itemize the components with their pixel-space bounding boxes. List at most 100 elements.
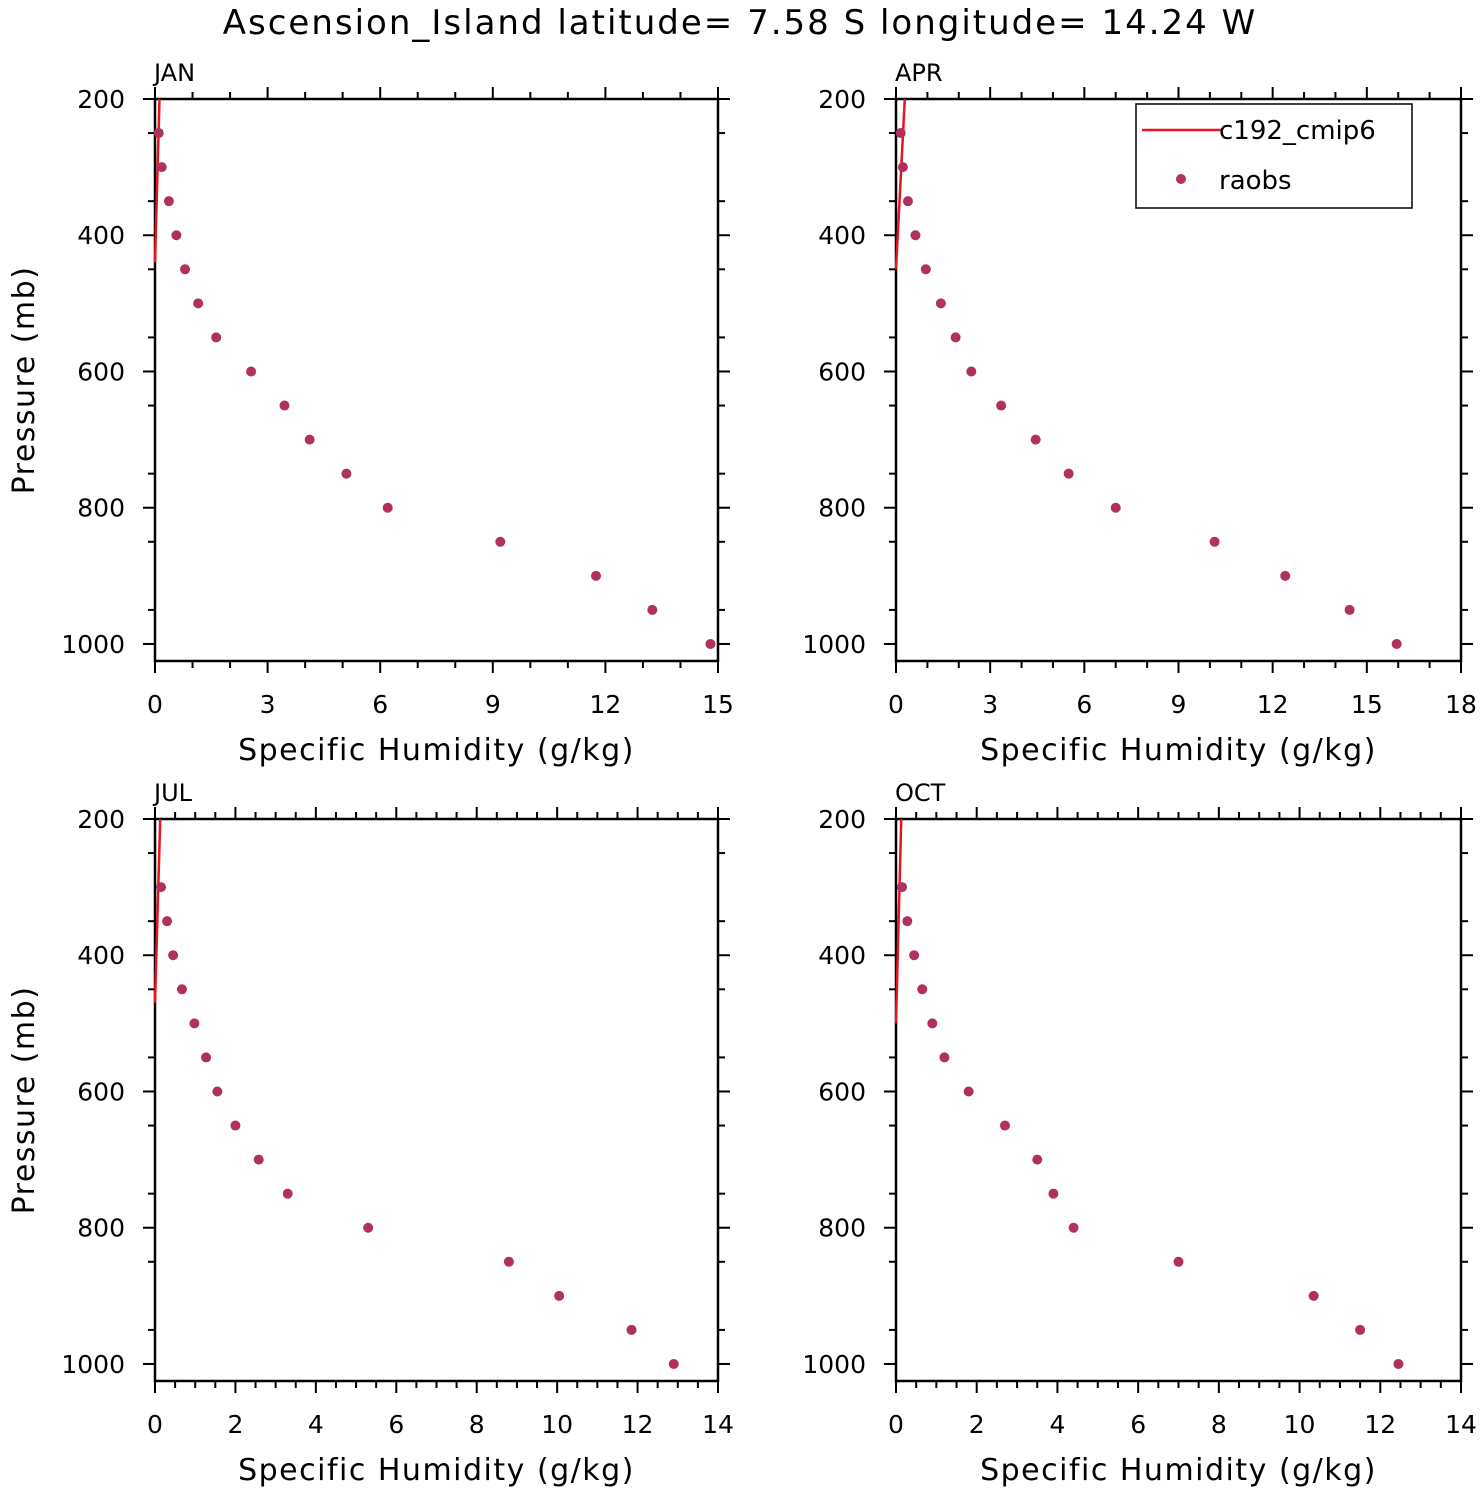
y-axis-label: Pressure (mb) bbox=[7, 986, 42, 1215]
legend-obs-label: raobs bbox=[1219, 166, 1292, 196]
x-tick-label: 18 bbox=[1445, 690, 1477, 719]
x-tick-label: 2 bbox=[969, 1410, 985, 1439]
raobs-point bbox=[382, 502, 393, 513]
raobs-point bbox=[1308, 1290, 1319, 1301]
x-axis-label: Specific Humidity (g/kg) bbox=[980, 733, 1377, 768]
raobs-point bbox=[1032, 1154, 1043, 1165]
raobs-point bbox=[902, 196, 913, 207]
raobs-point bbox=[180, 264, 191, 275]
raobs-point bbox=[193, 298, 204, 309]
x-tick-label: 0 bbox=[888, 690, 904, 719]
model-profile-line bbox=[153, 818, 162, 1003]
panel-title: APR bbox=[895, 59, 943, 87]
raobs-point bbox=[153, 128, 164, 139]
raobs-point bbox=[282, 1188, 293, 1199]
raobs-point bbox=[1393, 1358, 1404, 1369]
x-tick-label: 8 bbox=[1211, 1410, 1227, 1439]
y-tick-label: 400 bbox=[818, 221, 866, 250]
raobs-point bbox=[963, 1086, 974, 1097]
raobs-point bbox=[503, 1256, 514, 1267]
x-tick-label: 3 bbox=[982, 690, 998, 719]
x-tick-label: 6 bbox=[1076, 690, 1092, 719]
model-profile-line bbox=[894, 818, 903, 1024]
x-tick-label: 8 bbox=[469, 1410, 485, 1439]
x-tick-label: 12 bbox=[622, 1410, 654, 1439]
raobs-point bbox=[1048, 1188, 1059, 1199]
y-axis-label: Pressure (mb) bbox=[7, 266, 42, 495]
x-tick-label: 10 bbox=[541, 1410, 573, 1439]
raobs-point bbox=[1068, 1222, 1079, 1233]
x-tick-label: 6 bbox=[372, 690, 388, 719]
raobs-point bbox=[966, 366, 977, 377]
raobs-point bbox=[920, 264, 931, 275]
raobs-point bbox=[168, 950, 179, 961]
y-tick-label: 800 bbox=[77, 494, 125, 523]
raobs-point bbox=[156, 882, 167, 893]
raobs-point bbox=[253, 1154, 264, 1165]
y-tick-label: 200 bbox=[818, 85, 866, 114]
y-tick-label: 400 bbox=[77, 941, 125, 970]
y-tick-label: 400 bbox=[818, 941, 866, 970]
x-tick-label: 2 bbox=[227, 1410, 243, 1439]
x-tick-label: 9 bbox=[1171, 690, 1187, 719]
raobs-point bbox=[163, 196, 174, 207]
x-tick-label: 14 bbox=[1445, 1410, 1477, 1439]
raobs-point bbox=[897, 882, 908, 893]
raobs-point bbox=[626, 1324, 637, 1335]
raobs-point bbox=[1173, 1256, 1184, 1267]
y-tick-label: 200 bbox=[77, 85, 125, 114]
y-tick-label: 200 bbox=[818, 805, 866, 834]
raobs-point bbox=[171, 230, 182, 241]
raobs-point bbox=[591, 570, 602, 581]
x-tick-label: 6 bbox=[388, 1410, 404, 1439]
x-axis-label: Specific Humidity (g/kg) bbox=[238, 733, 635, 768]
raobs-point bbox=[647, 604, 658, 615]
raobs-point bbox=[279, 400, 290, 411]
model-profile-line bbox=[894, 98, 907, 270]
y-tick-label: 1000 bbox=[61, 1350, 125, 1379]
x-tick-label: 12 bbox=[589, 690, 621, 719]
raobs-point bbox=[1355, 1324, 1366, 1335]
raobs-point bbox=[1391, 638, 1402, 649]
raobs-point bbox=[176, 984, 187, 995]
panel-title: JUL bbox=[152, 779, 193, 807]
panel-oct: OCT 0 2 4 6 8 10 12 14 200 400 600 800 1000 Specific H… bbox=[802, 779, 1477, 1488]
panel-title: JAN bbox=[152, 59, 195, 87]
x-axis-label: Specific Humidity (g/kg) bbox=[980, 1453, 1377, 1488]
x-tick-label: 10 bbox=[1284, 1410, 1316, 1439]
y-tick-label: 800 bbox=[818, 1214, 866, 1243]
panel-jul: JUL 0 2 4 6 8 10 12 14 200 400 600 800 1000 Specific H… bbox=[7, 779, 734, 1488]
raobs-point bbox=[668, 1358, 679, 1369]
legend-obs-marker bbox=[1176, 174, 1186, 184]
raobs-point bbox=[705, 638, 716, 649]
x-tick-label: 12 bbox=[1364, 1410, 1396, 1439]
raobs-point bbox=[897, 162, 908, 173]
plot-frame bbox=[153, 817, 720, 1383]
raobs-point bbox=[341, 468, 352, 479]
raobs-point bbox=[935, 298, 946, 309]
x-tick-label: 0 bbox=[147, 1410, 163, 1439]
x-tick-label: 4 bbox=[308, 1410, 324, 1439]
raobs-point bbox=[1063, 468, 1074, 479]
raobs-point bbox=[363, 1222, 374, 1233]
raobs-point bbox=[201, 1052, 212, 1063]
x-tick-label: 12 bbox=[1257, 690, 1289, 719]
raobs-point bbox=[189, 1018, 200, 1029]
raobs-point bbox=[1030, 434, 1041, 445]
raobs-point bbox=[162, 916, 173, 927]
legend-model-label: c192_cmip6 bbox=[1219, 116, 1376, 146]
raobs-point bbox=[910, 230, 921, 241]
raobs-point bbox=[246, 366, 257, 377]
y-tick-label: 1000 bbox=[802, 1350, 866, 1379]
raobs-point bbox=[554, 1290, 565, 1301]
panel-jan: JAN 0 3 6 9 12 15 200 400 600 800 1000 Specific Humi… bbox=[7, 59, 734, 768]
raobs-point bbox=[895, 128, 906, 139]
x-tick-label: 3 bbox=[260, 690, 276, 719]
panel-apr: APR 0 3 6 9 12 15 18 200 400 600 800 1000 Specific Hu… bbox=[802, 59, 1477, 768]
y-tick-label: 800 bbox=[818, 494, 866, 523]
x-tick-label: 15 bbox=[702, 690, 734, 719]
